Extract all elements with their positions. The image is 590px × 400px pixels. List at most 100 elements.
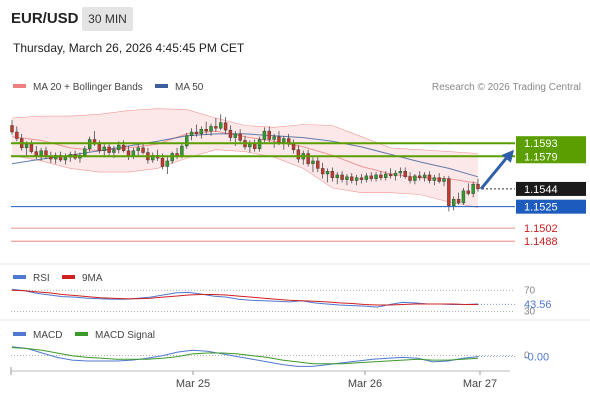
- candle: [413, 174, 417, 185]
- candle-body: [393, 172, 398, 177]
- candle-body: [29, 143, 34, 152]
- candle-body: [452, 198, 456, 206]
- time-axis-label: Mar 26: [348, 378, 382, 390]
- candle: [432, 174, 437, 186]
- candle: [316, 156, 320, 173]
- rsi-series-line: [11, 289, 478, 306]
- candle-body: [180, 145, 184, 157]
- candle-body: [427, 174, 432, 181]
- candle: [194, 124, 199, 137]
- timeframe-button[interactable]: 30 MIN: [82, 7, 133, 31]
- candle: [228, 125, 233, 142]
- projection-arrow-line: [479, 152, 512, 190]
- rsi-ma-legend-label: 9MA: [82, 273, 103, 284]
- candle-body: [476, 184, 480, 190]
- candle-body: [432, 177, 437, 181]
- candle: [238, 129, 242, 143]
- candle: [15, 126, 19, 142]
- credit-label: Research © 2026 Trading Central: [432, 82, 581, 93]
- candle-body: [350, 176, 354, 181]
- candle-body: [335, 174, 339, 178]
- candle-body: [199, 128, 204, 135]
- macd-series-line: [11, 346, 479, 367]
- candle-body: [282, 138, 286, 143]
- candle-body: [160, 157, 165, 167]
- candle-body: [466, 190, 470, 194]
- candle-body: [185, 135, 189, 147]
- candle: [209, 123, 213, 136]
- support-level-label: 1.1502: [524, 223, 558, 235]
- candle: [320, 162, 325, 179]
- candle: [345, 174, 349, 186]
- pivot-label-box: [516, 199, 586, 214]
- candle-body: [456, 198, 461, 204]
- candle-body: [354, 177, 359, 181]
- datetime-label: Thursday, March 26, 2026 4:45:45 PM CET: [13, 41, 245, 55]
- bollinger-upper-line: [11, 108, 479, 154]
- candle: [141, 142, 145, 155]
- candle-body: [248, 143, 252, 148]
- candle: [379, 171, 383, 181]
- candle-body: [223, 122, 228, 131]
- rsi-series-line: [11, 288, 479, 308]
- bollinger-band-fill: [12, 108, 478, 208]
- ma50-legend-label: MA 50: [175, 82, 204, 93]
- candle: [136, 144, 140, 156]
- candle-body: [262, 130, 267, 140]
- rsi-ref-label: 30: [524, 306, 536, 317]
- candle: [219, 114, 223, 131]
- macd-ref-label: 0: [524, 351, 530, 362]
- candle-body: [311, 160, 315, 164]
- candle: [267, 126, 271, 143]
- candle: [340, 171, 344, 183]
- candle: [165, 157, 170, 174]
- bollinger-legend-label: MA 20 + Bollinger Bands: [33, 82, 143, 93]
- candle: [335, 172, 339, 185]
- candle-body: [214, 126, 218, 129]
- candle-body: [291, 143, 296, 150]
- candle: [388, 168, 393, 179]
- candle-body: [10, 125, 14, 133]
- candle: [471, 181, 475, 198]
- candle: [403, 167, 407, 179]
- macd-legend-swatch: [13, 332, 26, 336]
- candle-body: [374, 174, 378, 179]
- candle-body: [437, 177, 441, 182]
- support-level-label: 1.1488: [524, 236, 558, 248]
- candle-body: [15, 131, 19, 139]
- candle-body: [141, 147, 145, 153]
- candle-body: [369, 175, 373, 179]
- candle: [325, 168, 330, 183]
- candle: [408, 172, 412, 184]
- bollinger-legend-swatch: [13, 84, 26, 88]
- candle: [384, 171, 388, 181]
- candle-body: [325, 170, 330, 175]
- candle: [398, 167, 403, 178]
- candle: [418, 171, 422, 181]
- candle: [262, 127, 267, 143]
- candle: [330, 167, 335, 182]
- last-price-box: [516, 181, 586, 196]
- candle-body: [388, 173, 393, 177]
- candle: [369, 172, 373, 182]
- candle-body: [34, 151, 38, 156]
- candle: [223, 117, 228, 134]
- macd-legend: MACD MACD Signal: [13, 330, 155, 341]
- candle-body: [136, 147, 140, 151]
- resistance-label-box: [516, 149, 586, 164]
- rsi-legend-swatch: [13, 275, 26, 279]
- candle-body: [471, 184, 475, 194]
- candle-body: [233, 133, 237, 138]
- candle: [189, 128, 194, 141]
- rsi-ma-legend-swatch: [62, 275, 75, 279]
- rsi-ref-label: 70: [524, 285, 536, 296]
- candle: [427, 171, 432, 184]
- resistance-level-label: 1.1593: [524, 138, 558, 150]
- last-price-label: 1.1544: [524, 184, 558, 196]
- rsi-current-label: 43.56: [524, 299, 552, 311]
- macd-panel: 0-0.00: [11, 346, 549, 367]
- resistance-label-box: [516, 136, 586, 151]
- candle-body: [461, 190, 466, 204]
